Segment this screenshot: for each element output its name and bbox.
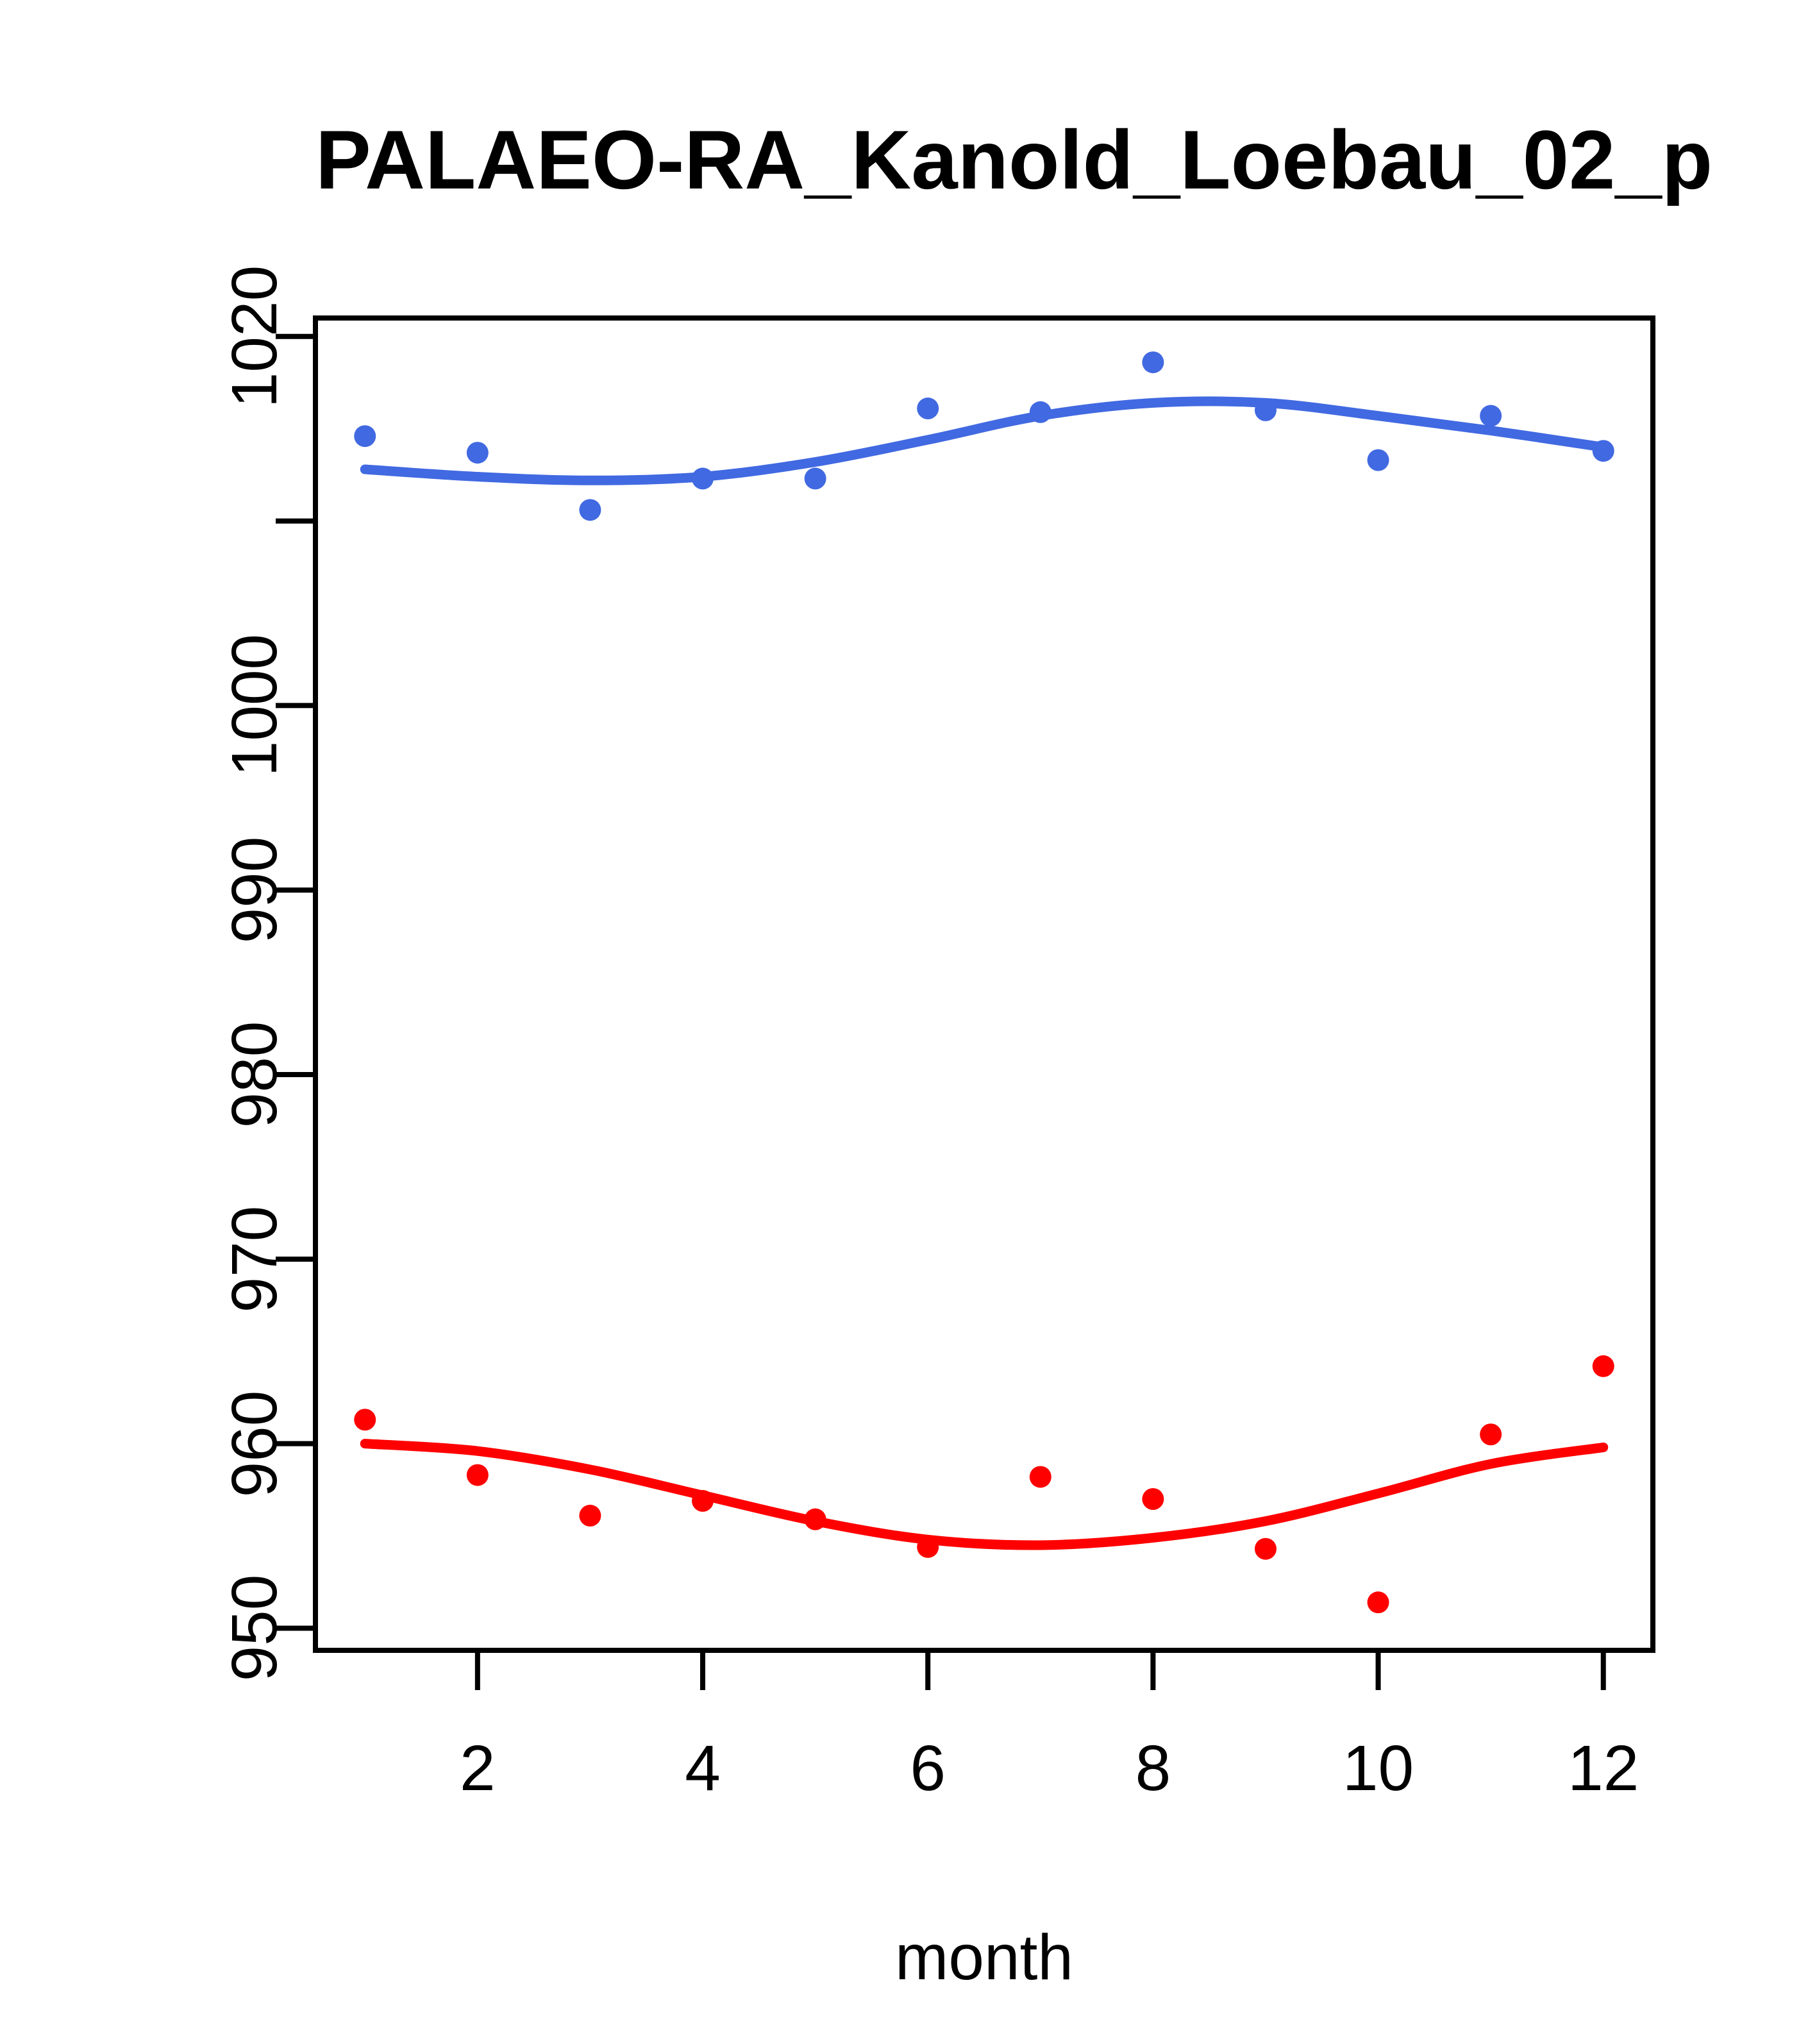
x-tick-label: 8 xyxy=(1135,1732,1171,1804)
data-point-lower-red xyxy=(354,1409,376,1431)
y-tick-label: 960 xyxy=(219,1390,290,1498)
y-tick-label: 950 xyxy=(219,1575,290,1682)
data-point-upper-blue xyxy=(354,425,376,448)
data-point-lower-red xyxy=(1480,1423,1502,1446)
data-point-upper-blue xyxy=(804,467,826,490)
data-point-upper-blue xyxy=(1592,440,1614,462)
y-tick-label: 980 xyxy=(219,1021,290,1128)
data-point-upper-blue xyxy=(1254,399,1277,421)
data-point-lower-red xyxy=(1254,1537,1277,1560)
data-point-upper-blue xyxy=(1142,351,1164,374)
y-tick-label: 1020 xyxy=(219,265,290,408)
x-axis-label: month xyxy=(895,1922,1073,1993)
data-point-lower-red xyxy=(466,1464,489,1486)
plot-box xyxy=(313,315,1655,1653)
data-point-lower-red xyxy=(692,1489,714,1512)
data-point-upper-blue xyxy=(917,398,939,420)
data-point-upper-blue xyxy=(579,499,601,521)
data-point-lower-red xyxy=(1592,1355,1614,1377)
x-tick-label: 12 xyxy=(1568,1732,1639,1804)
y-tick-label: 970 xyxy=(219,1205,290,1313)
x-tick-label: 6 xyxy=(910,1732,946,1804)
x-tick-label: 4 xyxy=(685,1732,721,1804)
data-point-upper-blue xyxy=(692,467,714,490)
data-point-lower-red xyxy=(917,1536,939,1558)
data-point-lower-red xyxy=(1367,1591,1389,1614)
y-tick-label: 990 xyxy=(219,836,290,944)
data-point-lower-red xyxy=(1142,1487,1164,1510)
data-point-lower-red xyxy=(579,1504,601,1527)
data-point-lower-red xyxy=(1029,1466,1051,1488)
data-point-upper-blue xyxy=(1480,405,1502,427)
x-tick-label: 2 xyxy=(460,1732,496,1804)
data-point-upper-blue xyxy=(466,442,489,464)
y-tick-label: 1000 xyxy=(219,634,290,777)
loess-line-upper-blue xyxy=(360,396,1609,485)
loess-line-lower-red xyxy=(360,1439,1609,1550)
chart-title: PALAEO-RA_Kanold_Loebau_02_p xyxy=(315,113,1713,206)
data-point-lower-red xyxy=(804,1508,826,1530)
x-tick-label: 10 xyxy=(1342,1732,1414,1804)
data-point-upper-blue xyxy=(1367,449,1389,471)
data-point-upper-blue xyxy=(1029,401,1051,423)
